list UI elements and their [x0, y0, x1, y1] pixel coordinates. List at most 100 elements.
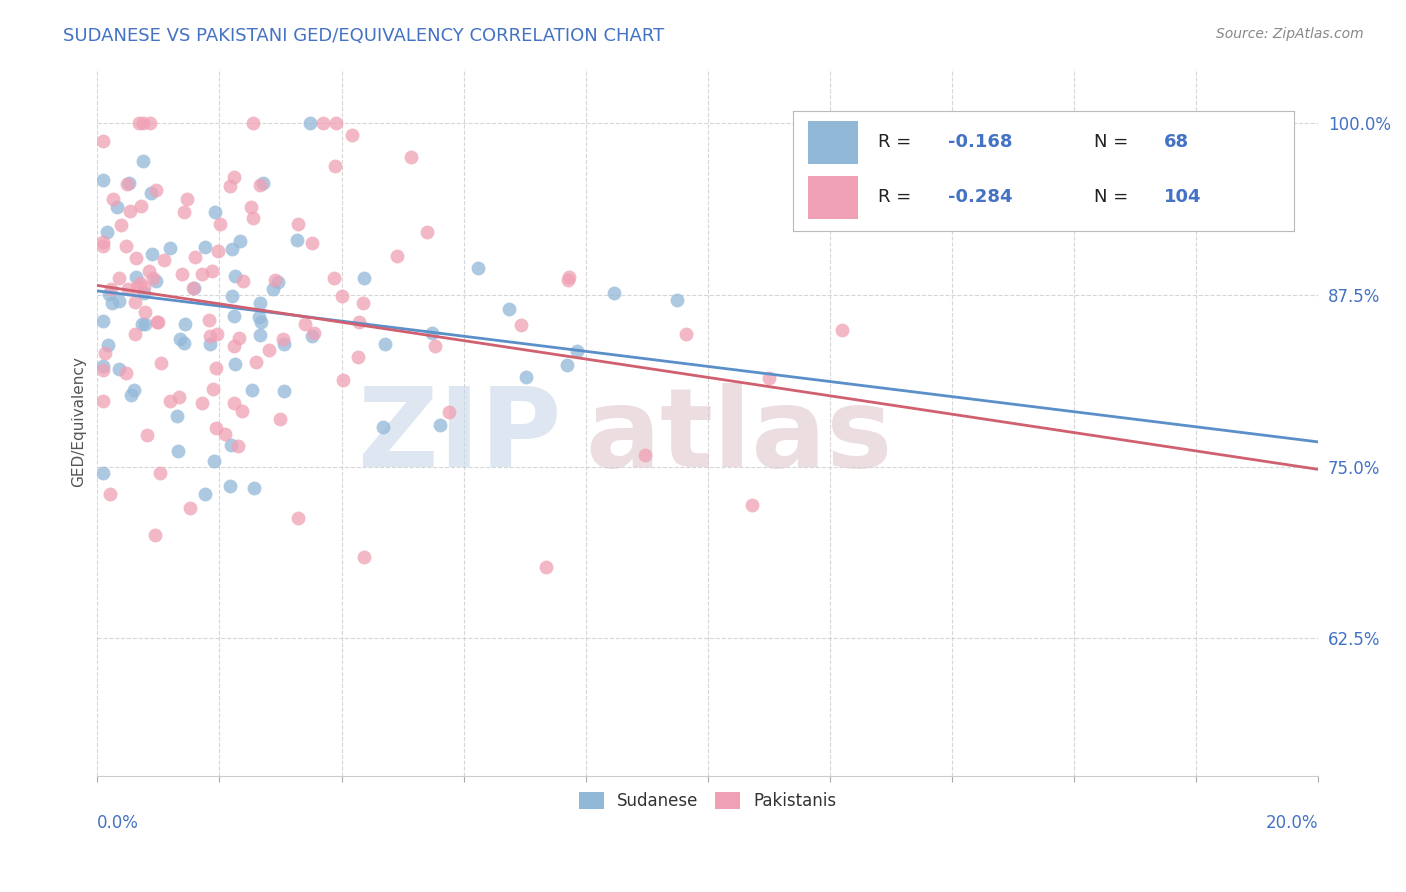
Point	[197, 312, 219, 326]
Point	[97, 287, 120, 301]
Point	[312, 116, 335, 130]
Point	[373, 420, 395, 434]
Point	[93, 363, 115, 377]
Point	[257, 343, 280, 358]
Point	[191, 268, 214, 282]
Point	[322, 271, 344, 285]
Point	[124, 294, 146, 309]
Point	[226, 439, 249, 453]
Point	[132, 116, 155, 130]
Point	[93, 359, 115, 373]
Point	[831, 323, 853, 337]
Point	[118, 204, 141, 219]
Point	[173, 205, 195, 219]
Point	[222, 310, 245, 324]
Point	[201, 264, 224, 278]
Point	[510, 318, 533, 333]
Point	[169, 332, 191, 346]
Point	[166, 409, 188, 423]
Point	[353, 549, 375, 564]
Point	[332, 373, 354, 387]
Point	[467, 261, 489, 276]
Point	[219, 437, 242, 451]
Point	[425, 339, 447, 353]
Point	[224, 396, 246, 410]
Point	[323, 159, 346, 173]
Point	[264, 273, 287, 287]
Point	[741, 498, 763, 512]
Point	[141, 270, 163, 285]
Point	[228, 331, 250, 345]
Point	[240, 384, 263, 398]
Point	[181, 281, 204, 295]
Point	[118, 176, 141, 190]
Point	[194, 487, 217, 501]
Point	[536, 560, 558, 574]
Point	[758, 371, 780, 385]
Point	[243, 481, 266, 495]
Point	[136, 427, 159, 442]
Point	[115, 177, 138, 191]
Point	[108, 362, 131, 376]
Point	[129, 276, 152, 290]
Point	[224, 269, 246, 284]
Point	[204, 204, 226, 219]
Point	[200, 328, 222, 343]
Point	[675, 326, 697, 341]
Point	[183, 281, 205, 295]
Point	[198, 337, 221, 351]
Point	[93, 134, 115, 148]
Point	[340, 128, 363, 142]
Point	[224, 339, 246, 353]
Legend: Sudanese, Pakistanis: Sudanese, Pakistanis	[572, 785, 844, 817]
Point	[603, 286, 626, 301]
Point	[299, 116, 322, 130]
Point	[273, 337, 295, 351]
Point	[302, 326, 325, 340]
Point	[207, 244, 229, 258]
Point	[347, 314, 370, 328]
Point	[249, 328, 271, 343]
Point	[353, 270, 375, 285]
Point	[665, 293, 688, 307]
Point	[167, 390, 190, 404]
Text: 0.0%: 0.0%	[97, 814, 139, 832]
Point	[146, 315, 169, 329]
Point	[173, 336, 195, 351]
Point	[249, 296, 271, 310]
Point	[101, 192, 124, 206]
Text: ZIP: ZIP	[359, 383, 561, 490]
Point	[202, 454, 225, 468]
Point	[166, 444, 188, 458]
Point	[437, 405, 460, 419]
Point	[125, 251, 148, 265]
Point	[285, 233, 308, 247]
Point	[250, 315, 273, 329]
Point	[128, 116, 150, 130]
Point	[93, 393, 115, 408]
Point	[132, 286, 155, 301]
Point	[125, 280, 148, 294]
Point	[385, 249, 408, 263]
Point	[249, 178, 271, 193]
Point	[105, 200, 128, 214]
Point	[114, 366, 136, 380]
Point	[205, 421, 228, 435]
Point	[201, 382, 224, 396]
Point	[98, 486, 121, 500]
Point	[124, 326, 146, 341]
Point	[325, 116, 347, 130]
Point	[93, 239, 115, 253]
Point	[287, 511, 309, 525]
Point	[179, 501, 201, 516]
Point	[229, 234, 252, 248]
Point	[139, 116, 162, 130]
Point	[115, 239, 138, 253]
Point	[131, 198, 153, 212]
Point	[416, 225, 439, 239]
Point	[159, 241, 181, 255]
Point	[555, 358, 578, 372]
Point	[93, 173, 115, 187]
Point	[132, 153, 155, 168]
Point	[271, 332, 294, 346]
